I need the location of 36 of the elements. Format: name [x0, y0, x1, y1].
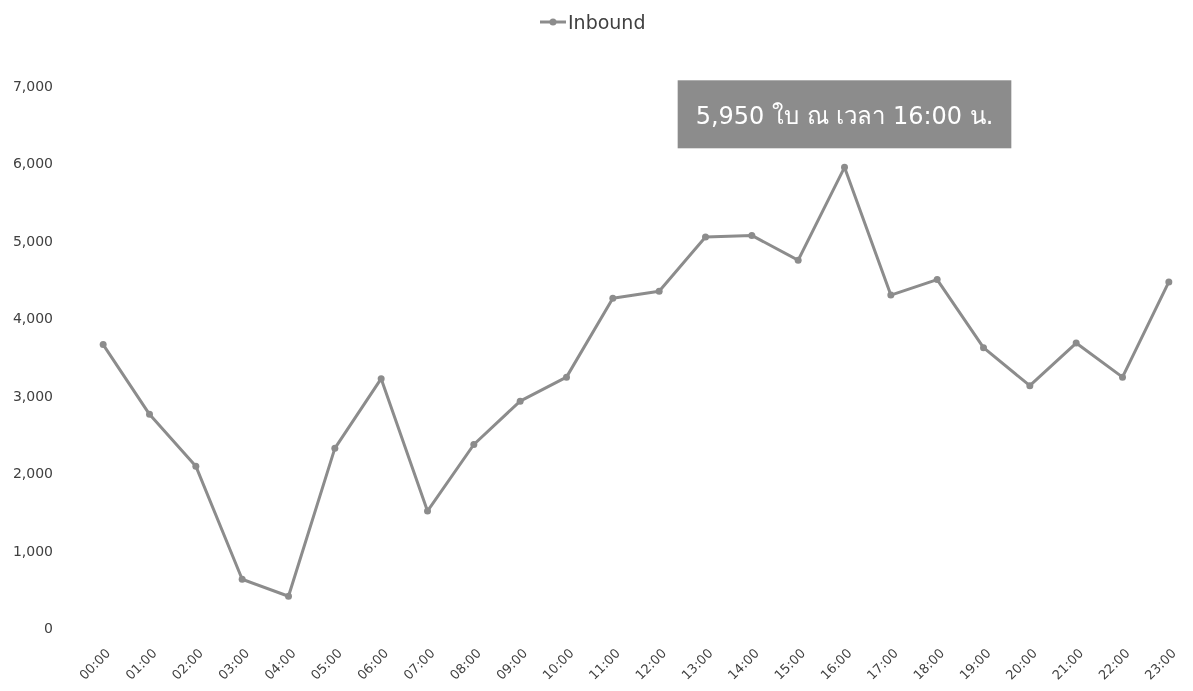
- point: [470, 440, 478, 448]
- y-tick-label: 4,000: [12, 310, 53, 327]
- point: [563, 373, 570, 381]
- y-tick-label: 2,000: [12, 465, 53, 482]
- point: [238, 575, 246, 583]
- point: [980, 344, 987, 352]
- point: [99, 341, 107, 349]
- point: [285, 592, 292, 600]
- point: [1072, 339, 1080, 347]
- legend-label: Inbound: [568, 11, 646, 33]
- point: [516, 397, 524, 405]
- y-tick-label: 7,000: [12, 78, 53, 94]
- legend: Inbound: [540, 11, 646, 33]
- point: [887, 291, 895, 299]
- y-tick-label: 3,000: [12, 387, 53, 404]
- point: [702, 233, 709, 241]
- point: [841, 163, 848, 171]
- point: [1026, 382, 1034, 390]
- annotation: 5,950 ใบ ณ เวลา 16:00 น.: [695, 102, 994, 131]
- point: [424, 507, 431, 515]
- y-tick-label: 6,000: [12, 155, 53, 172]
- point: [933, 276, 941, 284]
- point: [609, 294, 617, 302]
- point: [192, 462, 200, 470]
- point: [748, 231, 756, 239]
- annotation: 5,950 ใบ ณ เวลา 16:00 น.: [677, 80, 1012, 149]
- point: [794, 256, 802, 264]
- point: [1119, 373, 1126, 381]
- y-tick-label: 0: [44, 620, 53, 636]
- point: [1165, 278, 1173, 286]
- y-tick-label: 1,000: [12, 542, 53, 559]
- point: [146, 410, 153, 418]
- point: [331, 444, 339, 452]
- y-tick-label: 5,000: [12, 232, 53, 249]
- point: [655, 287, 663, 295]
- point: [377, 375, 385, 383]
